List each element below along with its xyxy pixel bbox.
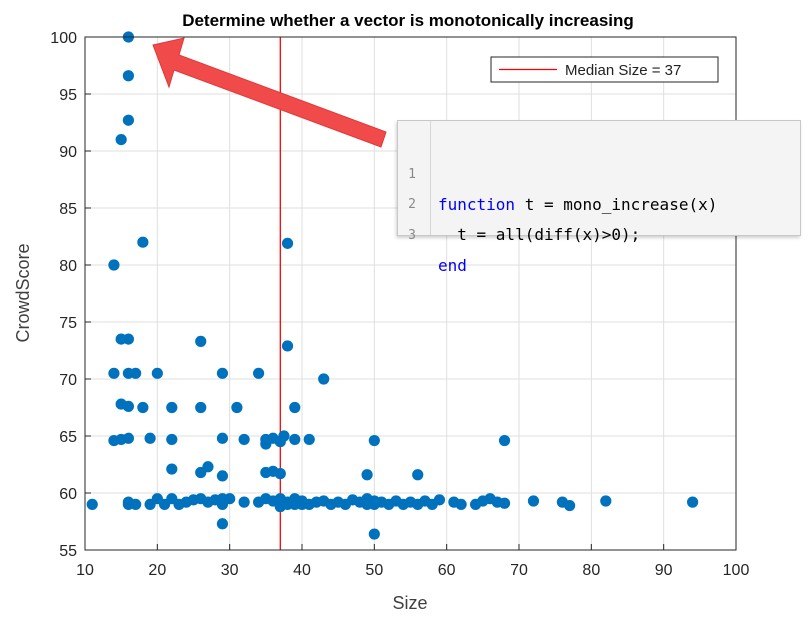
data-point xyxy=(238,433,250,446)
data-point xyxy=(433,494,446,506)
data-point xyxy=(238,496,250,508)
y-tick-label: 70 xyxy=(59,372,77,389)
data-point xyxy=(289,401,301,414)
y-tick-label: 100 xyxy=(50,30,77,47)
plot-frame xyxy=(84,36,737,551)
data-point xyxy=(137,401,149,414)
y-tick-label: 85 xyxy=(59,201,77,218)
code-text: t = all(diff(x)>0); xyxy=(438,225,641,244)
code-line-1: 1 function t = mono_increase(x) xyxy=(398,130,717,214)
data-point xyxy=(122,70,134,82)
y-tick-label: 60 xyxy=(59,486,77,503)
data-point xyxy=(216,432,229,444)
data-point xyxy=(108,259,120,271)
code-snippet-panel: 1 function t = mono_increase(x) 2 t = al… xyxy=(397,120,801,275)
data-point xyxy=(122,432,134,444)
x-tick-label: 30 xyxy=(221,562,239,579)
data-point xyxy=(527,495,540,507)
code-keyword: end xyxy=(438,256,467,275)
data-point xyxy=(130,498,142,510)
line-number: 2 xyxy=(408,197,416,212)
data-point xyxy=(216,518,229,530)
data-point xyxy=(368,434,380,447)
data-point xyxy=(122,114,134,126)
data-point xyxy=(687,496,699,508)
x-tick-label: 50 xyxy=(365,562,383,579)
data-point xyxy=(115,134,127,146)
y-tick-label: 80 xyxy=(59,258,77,275)
data-point xyxy=(412,469,424,481)
y-axis-label: CrowdScore xyxy=(13,243,33,342)
data-point xyxy=(202,461,214,473)
data-point xyxy=(564,499,576,512)
data-point xyxy=(166,463,178,475)
y-tick-label: 90 xyxy=(59,144,77,161)
data-point xyxy=(137,236,149,248)
data-point xyxy=(303,433,315,446)
data-point xyxy=(144,432,156,444)
y-tick-label: 65 xyxy=(59,429,77,446)
code-line-2: 2 t = all(diff(x)>0); xyxy=(398,160,640,244)
data-point xyxy=(151,367,163,379)
y-tick-label: 75 xyxy=(59,315,77,332)
data-point xyxy=(216,470,229,482)
x-tick-label: 80 xyxy=(582,562,600,579)
data-point xyxy=(253,367,265,379)
axis-ticks: 10 20 30 40 50 60 70 80 90 100 55 60 65 70 75 80 85 90 95 1… xyxy=(50,30,749,579)
data-point xyxy=(130,367,142,379)
x-tick-label: 70 xyxy=(510,562,528,579)
chart-title: Determine whether a vector is monotonica… xyxy=(182,11,634,30)
code-keyword: function xyxy=(438,195,516,214)
x-axis-label: Size xyxy=(392,593,427,613)
data-point xyxy=(498,497,511,509)
data-point xyxy=(281,237,294,249)
data-point xyxy=(86,498,98,510)
data-point xyxy=(122,400,134,412)
code-line-3: 3 end xyxy=(398,191,467,275)
x-tick-label: 10 xyxy=(76,562,94,579)
data-point xyxy=(368,528,380,540)
data-point xyxy=(108,367,120,379)
line-number-gutter xyxy=(398,121,431,235)
data-point xyxy=(278,430,290,442)
x-tick-label: 40 xyxy=(293,562,311,579)
data-point xyxy=(281,340,294,352)
x-tick-label: 100 xyxy=(723,562,750,579)
data-point xyxy=(195,401,207,414)
data-point xyxy=(318,373,330,385)
data-point xyxy=(166,401,178,414)
data-point xyxy=(166,433,178,446)
data-point xyxy=(122,333,134,345)
line-number: 1 xyxy=(408,167,416,182)
data-point xyxy=(361,469,373,481)
data-point xyxy=(224,493,236,505)
x-tick-label: 20 xyxy=(148,562,166,579)
x-tick-label: 90 xyxy=(655,562,673,579)
data-point xyxy=(274,468,286,480)
data-point xyxy=(498,434,511,447)
data-points xyxy=(86,31,699,540)
x-tick-label: 60 xyxy=(438,562,456,579)
data-point xyxy=(289,433,301,446)
data-point xyxy=(231,401,243,414)
line-number: 3 xyxy=(408,228,416,243)
y-tick-label: 95 xyxy=(59,87,77,104)
data-point xyxy=(216,367,229,379)
legend: Median Size = 37 xyxy=(490,56,719,83)
y-tick-label: 55 xyxy=(59,543,77,560)
data-point xyxy=(600,495,612,507)
legend-entry-median: Median Size = 37 xyxy=(565,62,681,79)
code-text: t = mono_increase(x) xyxy=(515,195,718,214)
data-point xyxy=(195,335,207,347)
data-point xyxy=(455,498,467,510)
